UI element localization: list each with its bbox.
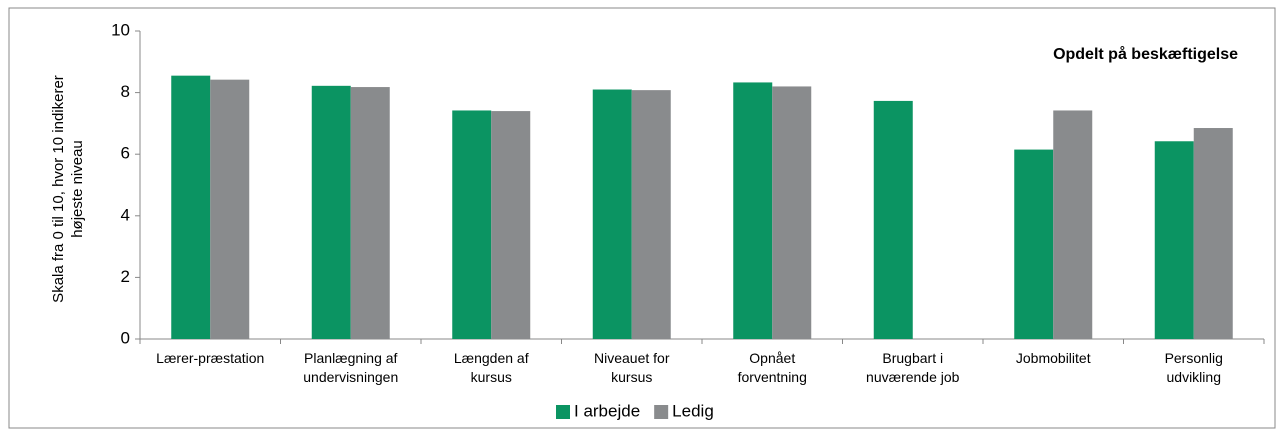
legend-label: Ledig — [672, 401, 714, 420]
y-tick-label: 6 — [121, 144, 130, 163]
x-tick-label: Brugbart i nuværende job — [866, 350, 960, 385]
x-tick-label: Længden af kursus — [453, 350, 529, 385]
legend-swatch — [556, 405, 570, 419]
bar — [171, 75, 211, 339]
bar — [210, 79, 250, 339]
x-tick-label: Niveauet for kursus — [594, 350, 670, 385]
bar — [772, 86, 812, 339]
bar — [733, 82, 773, 339]
bar — [1193, 128, 1233, 339]
x-tick-label: Lærer-præstation — [156, 350, 265, 366]
y-axis-title: Skala fra 0 til 10, hvor 10 indikerer hø… — [50, 75, 86, 303]
bar — [631, 90, 671, 339]
legend-label: I arbejde — [574, 401, 640, 420]
legend-swatch — [654, 405, 669, 419]
y-tick-label: 4 — [121, 205, 130, 224]
x-tick-label: Jobmobilitet — [1015, 350, 1091, 366]
bar — [873, 100, 913, 339]
bar — [1053, 110, 1093, 340]
bar — [1154, 141, 1194, 339]
bar — [592, 89, 632, 340]
chart-border — [8, 7, 1276, 429]
bar — [350, 87, 390, 339]
bar — [452, 110, 492, 340]
y-tick-label: 8 — [121, 82, 130, 101]
y-tick-label: 10 — [111, 20, 130, 39]
bar — [311, 85, 351, 339]
annotation: Opdelt på beskæftigelse — [1053, 45, 1238, 63]
y-tick-label: 2 — [121, 267, 130, 286]
bar — [1014, 149, 1054, 339]
bar — [491, 111, 531, 339]
y-tick-label: 0 — [121, 328, 130, 347]
x-tick-label: Planlægning af undervisningen — [303, 350, 399, 385]
x-tick-label: Personlig udvikling — [1164, 350, 1223, 385]
x-tick-label: Opnået forventning — [737, 350, 807, 385]
